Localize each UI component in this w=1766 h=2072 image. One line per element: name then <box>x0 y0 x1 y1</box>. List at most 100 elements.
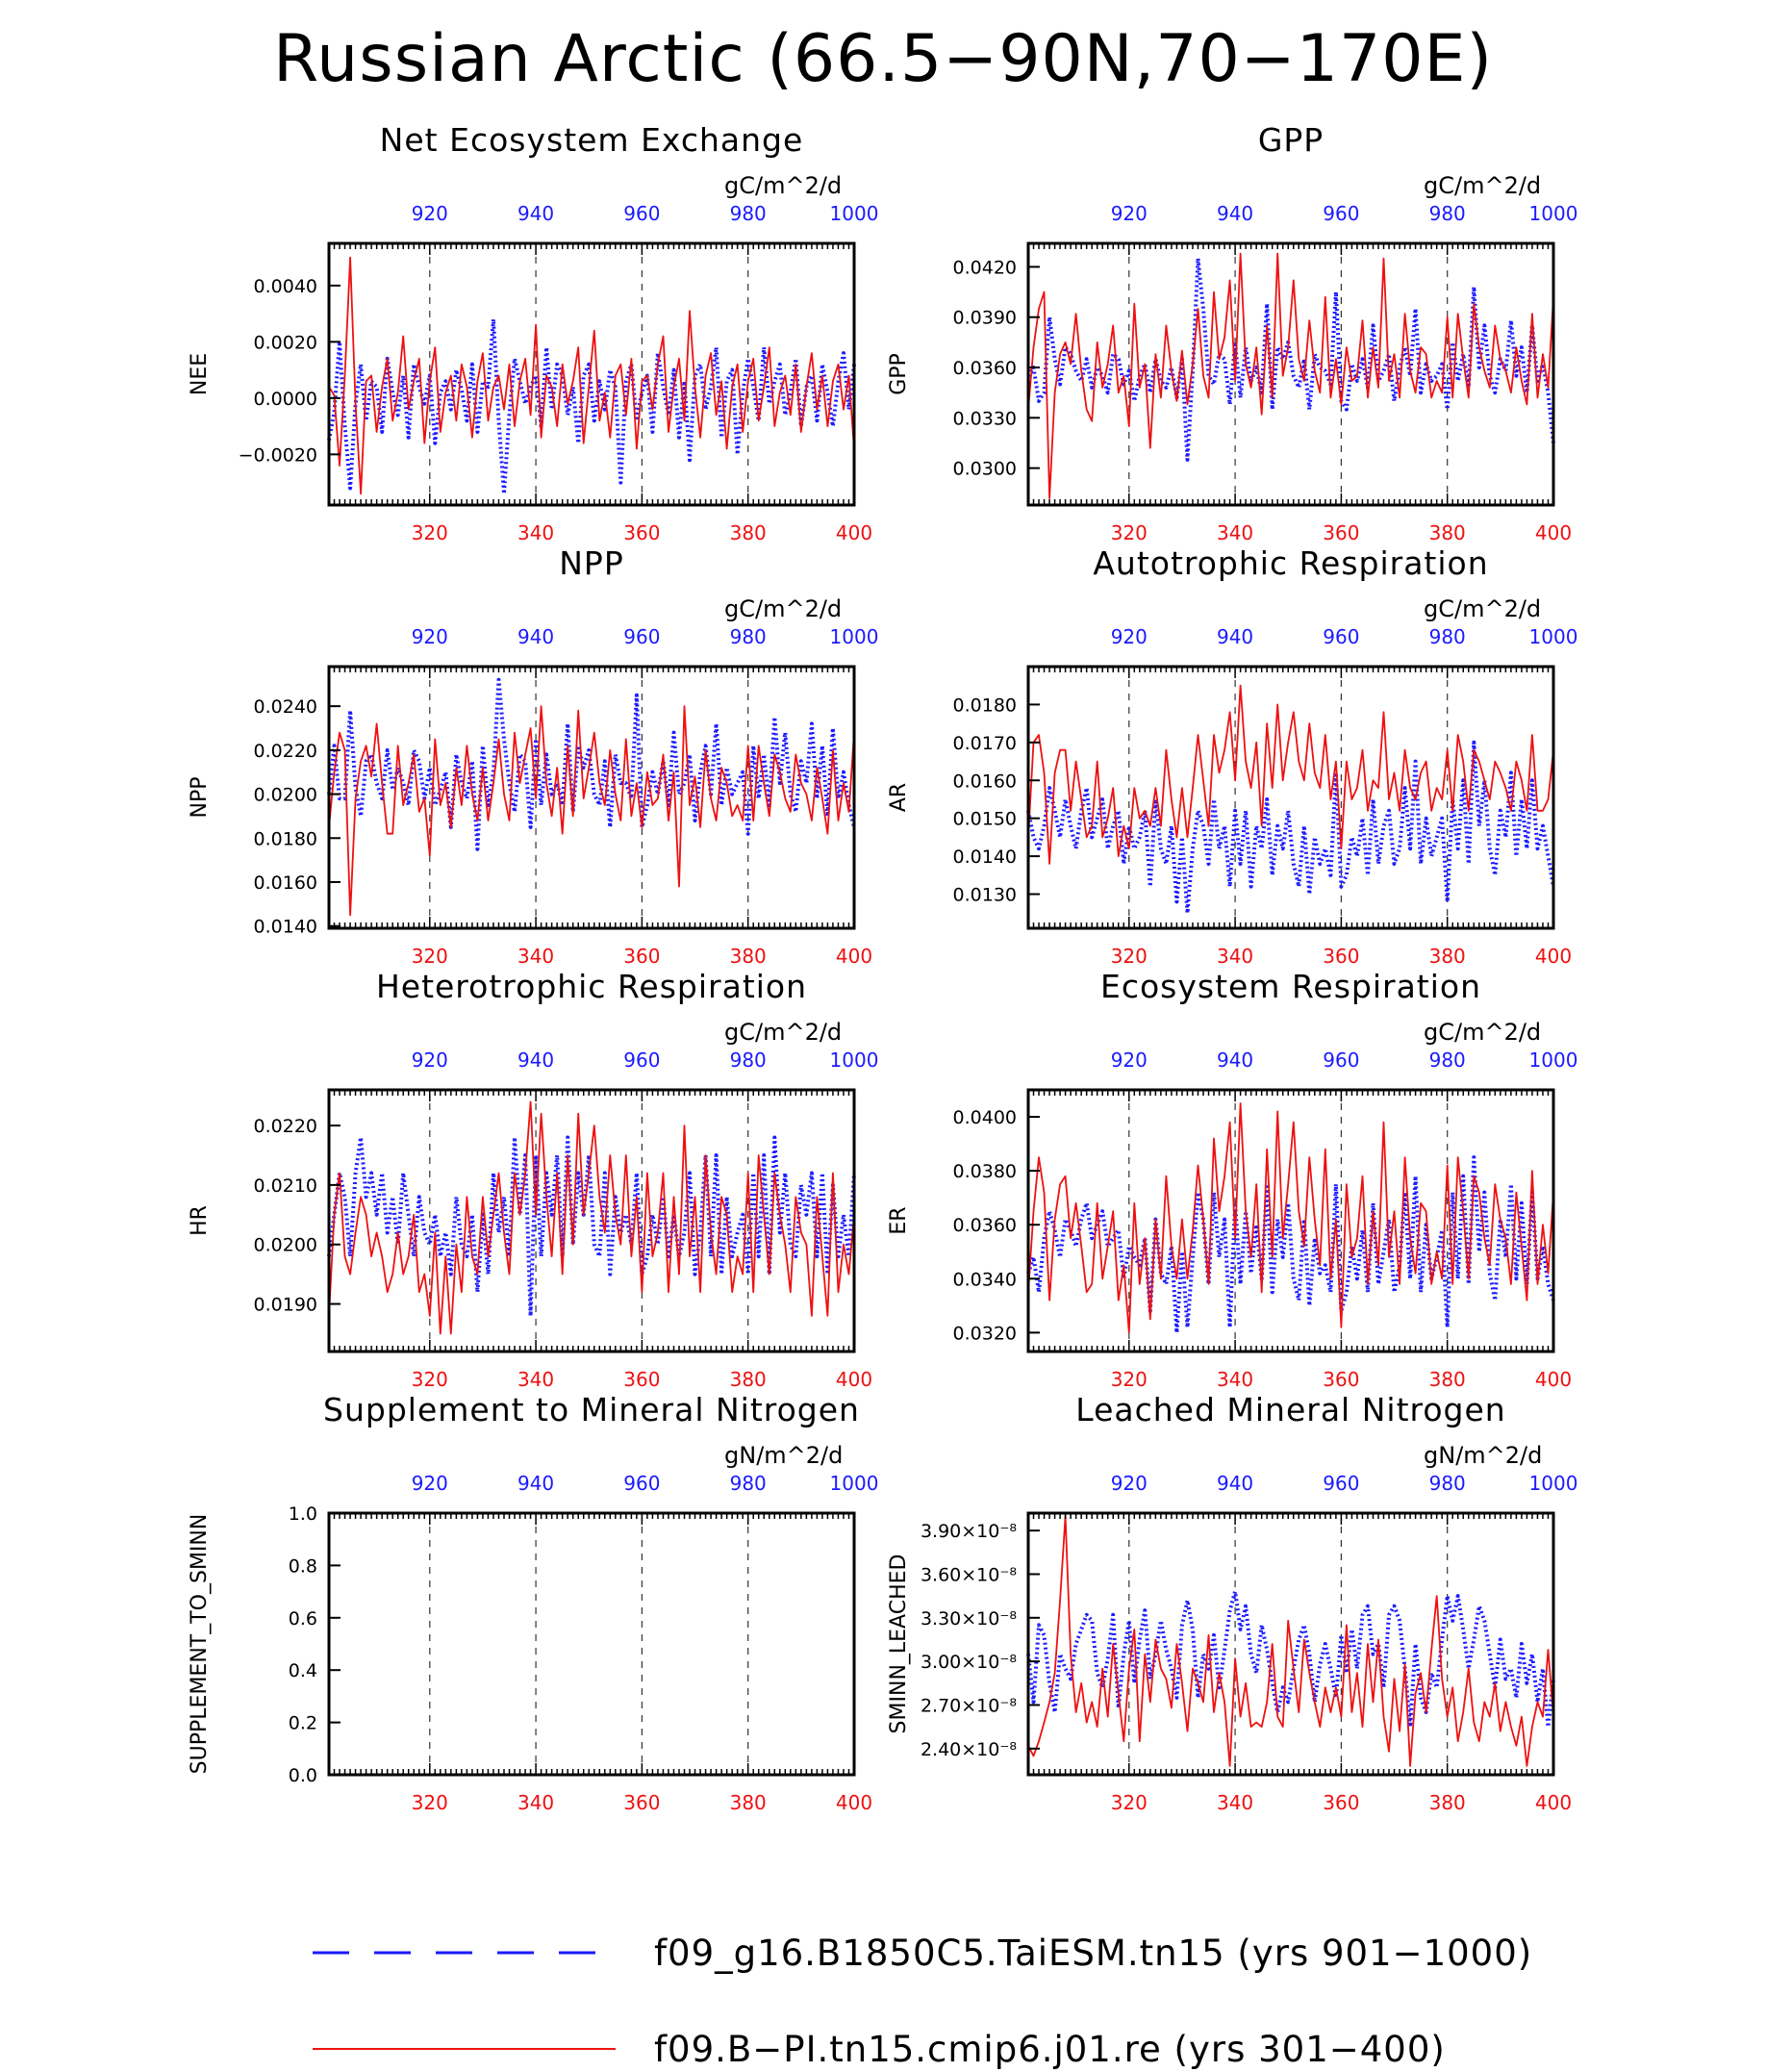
x-bottom-tick-label: 320 <box>1111 945 1148 968</box>
x-top-tick-label: 920 <box>1111 1472 1148 1495</box>
y-axis-label: AR <box>887 783 911 812</box>
chart-panel-2: NPP gC/m^2/d 0.0140 0.0160 0.0180 0.0200 0.022… <box>188 544 878 968</box>
x-top-tick-label: 940 <box>1217 1049 1253 1072</box>
y-tick-label: 0.0220 <box>254 741 317 762</box>
x-top-tick-label: 940 <box>517 1049 554 1072</box>
x-top-tick-label: 980 <box>730 202 767 225</box>
y-tick-label: 0.0180 <box>254 828 317 849</box>
x-bottom-tick-label: 320 <box>1111 521 1148 544</box>
y-tick-label: 0.0140 <box>254 917 317 938</box>
chart-panel-0: Net Ecosystem Exchange gC/m^2/d −0.0020 0.0… <box>188 121 878 544</box>
plot-frame <box>1026 241 1555 507</box>
x-top-tick-label: 980 <box>1429 1472 1466 1495</box>
y-axis-label: SMINN_LEACHED <box>887 1554 911 1734</box>
x-top-tick-label: 920 <box>412 1472 448 1495</box>
y-tick-label: 0.0160 <box>254 872 317 894</box>
x-bottom-tick-label: 360 <box>623 521 660 544</box>
x-bottom-tick-label: 320 <box>1111 1368 1148 1391</box>
x-top-tick-label: 940 <box>1217 1472 1253 1495</box>
x-bottom-tick-label: 320 <box>412 945 448 968</box>
x-top-tick-label: 960 <box>1323 625 1359 648</box>
x-top-tick-label: 1000 <box>1529 202 1578 225</box>
x-top-tick-label: 920 <box>1111 1049 1148 1072</box>
x-top-tick-label: 960 <box>623 202 660 225</box>
x-top-tick-label: 980 <box>1429 202 1466 225</box>
series-line-blue <box>327 677 856 851</box>
x-bottom-tick-label: 360 <box>623 945 660 968</box>
y-axis-label: NPP <box>188 777 212 819</box>
x-top-tick-label: 940 <box>1217 202 1253 225</box>
plot-frame <box>327 1511 856 1777</box>
series-line-red <box>1027 252 1554 499</box>
y-tick-label: 0.0130 <box>953 885 1017 906</box>
x-top-tick-label: 980 <box>730 1472 767 1495</box>
x-bottom-tick-label: 360 <box>623 1791 660 1814</box>
y-tick-label: 0.0160 <box>953 771 1017 792</box>
x-bottom-tick-label: 380 <box>730 1368 767 1391</box>
y-tick-label: 0.0320 <box>953 1323 1017 1344</box>
chart-panel-7: Leached Mineral Nitrogen gN/m^2/d 2.40×10⁻… <box>887 1391 1577 1814</box>
plot-frame <box>327 241 856 507</box>
x-bottom-tick-label: 380 <box>730 1791 767 1814</box>
x-top-tick-label: 980 <box>1429 1049 1466 1072</box>
x-bottom-tick-label: 340 <box>1217 1791 1253 1814</box>
x-top-tick-label: 1000 <box>830 625 879 648</box>
x-top-tick-label: 960 <box>623 1472 660 1495</box>
y-tick-label: 0.0360 <box>953 358 1017 379</box>
chart-title: Autotrophic Respiration <box>1093 544 1488 582</box>
x-top-tick-label: 920 <box>1111 202 1148 225</box>
x-bottom-tick-label: 340 <box>517 1791 554 1814</box>
series-line-red <box>1027 684 1554 865</box>
units-label: gC/m^2/d <box>724 595 842 622</box>
y-tick-label: 0.0220 <box>254 1116 317 1137</box>
chart-panel-6: Supplement to Mineral Nitrogen gN/m^2/d 0.… <box>188 1391 878 1814</box>
series-line-red <box>1027 1102 1554 1334</box>
series-line-red <box>328 256 855 495</box>
y-tick-label: 0.0200 <box>254 785 317 806</box>
units-label: gN/m^2/d <box>724 1442 843 1469</box>
x-bottom-tick-label: 320 <box>412 1791 448 1814</box>
x-bottom-tick-label: 380 <box>730 945 767 968</box>
x-bottom-tick-label: 340 <box>1217 1368 1253 1391</box>
x-top-tick-label: 980 <box>1429 625 1466 648</box>
y-tick-label: 0.0170 <box>953 733 1017 754</box>
y-axis-label: HR <box>188 1205 212 1236</box>
chart-panel-1: GPP gC/m^2/d 0.0300 0.0330 0.0360 0.0390 0.042… <box>887 121 1577 544</box>
x-bottom-tick-label: 380 <box>730 521 767 544</box>
y-tick-label: 0.0420 <box>953 257 1017 278</box>
x-top-tick-label: 960 <box>623 1049 660 1072</box>
x-bottom-tick-label: 340 <box>517 521 554 544</box>
series-line-blue <box>1026 740 1555 916</box>
y-tick-label: 0.0390 <box>953 308 1017 329</box>
y-tick-label: 3.00×10⁻⁸ <box>921 1652 1017 1673</box>
y-tick-label: 0.0400 <box>953 1107 1017 1128</box>
y-tick-label: 0.0140 <box>953 846 1017 868</box>
chart-panel-3: Autotrophic Respiration gC/m^2/d 0.0130 0.0… <box>887 544 1577 968</box>
x-top-tick-label: 980 <box>730 625 767 648</box>
chart-title: Heterotrophic Respiration <box>376 968 807 1005</box>
chart-title: Ecosystem Respiration <box>1100 968 1481 1005</box>
x-top-tick-label: 940 <box>517 202 554 225</box>
chart-panel-4: Heterotrophic Respiration gC/m^2/d 0.0190 0… <box>188 968 878 1391</box>
x-bottom-tick-label: 400 <box>1535 521 1572 544</box>
x-top-tick-label: 980 <box>730 1049 767 1072</box>
series-line-red <box>1027 1515 1554 1767</box>
y-axis-label: NEE <box>188 353 212 395</box>
x-bottom-tick-label: 380 <box>1429 1791 1466 1814</box>
y-tick-label: 0.0040 <box>254 276 317 297</box>
y-tick-label: 0.0020 <box>254 332 317 353</box>
chart-title: GPP <box>1258 121 1324 159</box>
x-bottom-tick-label: 400 <box>836 521 872 544</box>
y-tick-label: 0.0240 <box>254 696 317 718</box>
series-line-blue <box>327 317 856 496</box>
x-bottom-tick-label: 400 <box>1535 1368 1572 1391</box>
plot-frame <box>1026 1511 1555 1777</box>
y-tick-label: 0.0340 <box>953 1269 1017 1290</box>
y-tick-label: 0.0200 <box>254 1235 317 1256</box>
units-label: gC/m^2/d <box>1424 595 1541 622</box>
x-top-tick-label: 960 <box>623 625 660 648</box>
x-top-tick-label: 1000 <box>1529 1049 1578 1072</box>
y-axis-label: SUPPLEMENT_TO_SMINN <box>188 1514 212 1775</box>
y-tick-label: 3.60×10⁻⁸ <box>921 1564 1017 1585</box>
